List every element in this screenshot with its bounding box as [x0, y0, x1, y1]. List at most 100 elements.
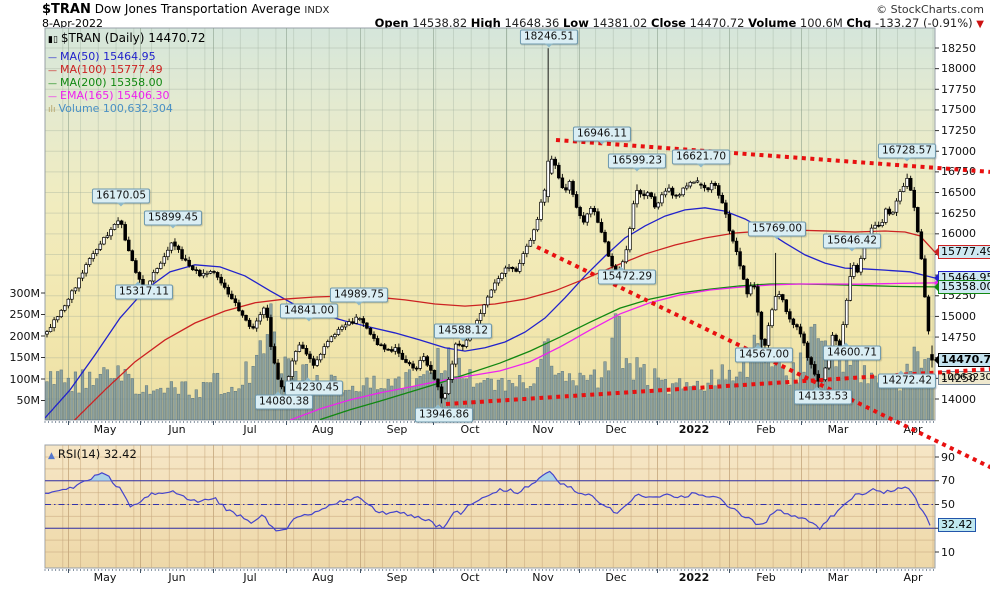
month-label-rsi: Mar [827, 571, 849, 584]
month-label-main: Apr [903, 423, 923, 436]
price-axis-tick: 16000 [941, 227, 976, 241]
month-label-rsi: 2022 [678, 571, 710, 584]
line-swatch: — [48, 92, 57, 102]
month-label-rsi: Sep [386, 571, 408, 584]
month-label-main: Sep [386, 423, 408, 436]
change-down-icon: ▼ [976, 19, 984, 30]
price-axis-tick: 18000 [941, 62, 976, 76]
month-label-rsi: Feb [756, 571, 776, 584]
month-label-rsi: Jul [243, 571, 257, 584]
high-value: 14648.36 [504, 16, 560, 30]
price-callout: 14470.72 [934, 353, 990, 368]
month-label-main: Oct [460, 423, 480, 436]
rsi-value-callout: 32.42 [938, 518, 976, 533]
price-axis-tick: 17000 [941, 144, 976, 158]
price-axis-tick: 16500 [941, 186, 976, 200]
rsi-axis-tick: 10 [941, 545, 955, 559]
copyright: © StockCharts.com [876, 3, 984, 16]
annotation-callout: 16946.11 [572, 126, 632, 145]
month-label-rsi: Apr [903, 571, 923, 584]
legend-label: $TRAN (Daily) 14470.72 [60, 31, 206, 45]
annotation-callout: 14600.71 [822, 342, 882, 361]
instrument-name: Dow Jones Transportation Average [94, 2, 301, 16]
legend-item: — MA(100) 15777.49 [48, 63, 163, 76]
rsi-icon: ▲ [48, 451, 55, 461]
annotation-callout: 18246.51 [519, 29, 579, 48]
month-label-main: Dec [605, 423, 627, 436]
rsi-axis-tick: 50 [941, 498, 955, 511]
month-label-main: Feb [756, 423, 776, 436]
price-axis-tick: 14750 [941, 330, 976, 344]
month-label-main: Aug [312, 423, 334, 436]
legend-item: — EMA(165) 15406.30 [48, 89, 170, 102]
low-value: 14381.02 [592, 16, 648, 30]
annotation-callout: 16170.05 [91, 188, 151, 207]
volume-bars-icon: ılı [48, 105, 56, 115]
annotation-callout: 14989.75 [329, 287, 389, 306]
price-axis-tick: 15000 [941, 309, 976, 323]
price-axis-tick: 18250 [941, 41, 976, 55]
ohlc-quote-row: Open 14538.82 High 14648.36 Low 14381.02… [375, 16, 984, 30]
volume-label: Volume [748, 16, 797, 30]
annotation-callout: 14588.12 [433, 323, 493, 342]
rsi-axis-tick: 70 [941, 474, 955, 488]
volume-axis-tick: 150M [9, 351, 41, 364]
volume-value: 100.6M [799, 16, 843, 30]
line-swatch: — [48, 66, 57, 76]
chg-value: -133.27 (-0.91%) [874, 16, 973, 30]
rsi-legend: ▲ RSI(14) 32.42 [48, 447, 137, 461]
annotation-callout: 16599.23 [607, 153, 667, 172]
close-value: 14470.72 [689, 16, 745, 30]
volume-axis-tick: 250M [9, 308, 41, 321]
low-label: Low [562, 16, 589, 30]
price-axis-tick: 14000 [941, 392, 976, 406]
candlestick-icon: ▮▯ [48, 35, 58, 45]
price-axis-tick: 17750 [941, 82, 976, 96]
rsi-axis-tick: 90 [941, 450, 955, 464]
annotation-callout: 13946.86 [414, 404, 474, 423]
legend-item: — MA(50) 15464.95 [48, 50, 156, 63]
volume-axis-tick: 200M [9, 329, 41, 343]
legend-label: MA(200) 15358.00 [60, 76, 163, 89]
month-label-main: Jun [168, 423, 186, 436]
rsi-legend-label: RSI(14) 32.42 [57, 447, 137, 461]
annotation-callout: 14841.00 [279, 303, 339, 322]
open-value: 14538.82 [412, 16, 468, 30]
annotation-callout: 14567.00 [734, 344, 794, 363]
annotation-callout: 14133.53 [793, 386, 853, 405]
month-label-rsi: Nov [532, 571, 554, 584]
symbol: $TRAN [42, 2, 91, 17]
month-label-rsi: Oct [460, 571, 480, 584]
annotation-callout: 14080.38 [254, 391, 314, 410]
price-axis-tick: 16750 [941, 165, 976, 179]
annotation-callout: 14230.45 [284, 377, 344, 396]
month-label-main: Mar [827, 423, 849, 436]
price-callout: 15777.49 [934, 245, 990, 260]
month-label-main: May [93, 423, 117, 436]
legend-item: ılı Volume 100,632,304 [48, 102, 173, 115]
line-swatch: — [48, 53, 57, 63]
legend-label: MA(100) 15777.49 [60, 63, 163, 76]
open-label: Open [374, 16, 409, 30]
chg-label: Chg [846, 16, 872, 30]
price-callout: 15358.00 [934, 279, 990, 294]
line-swatch: — [48, 79, 57, 89]
volume-axis-tick: 300M [9, 286, 41, 300]
high-label: High [470, 16, 501, 30]
month-label-rsi: May [93, 571, 117, 584]
month-label-main: Nov [532, 423, 554, 436]
annotation-callout: 14272.42 [877, 370, 937, 389]
price-axis-tick: 14250 [941, 371, 976, 385]
month-label-main: Jul [243, 423, 257, 436]
price-axis-tick: 17250 [941, 124, 976, 138]
annotation-callout: 15317.11 [114, 281, 174, 300]
exchange: INDX [304, 5, 330, 16]
legend-label: MA(50) 15464.95 [60, 50, 156, 63]
annotation-callout: 15646.42 [822, 233, 882, 252]
volume-axis-tick: 100M [9, 372, 41, 386]
price-axis-tick: 17500 [941, 103, 976, 117]
annotation-callout: 16621.70 [671, 149, 731, 168]
close-label: Close [651, 16, 686, 30]
callout-arrow [934, 355, 939, 366]
